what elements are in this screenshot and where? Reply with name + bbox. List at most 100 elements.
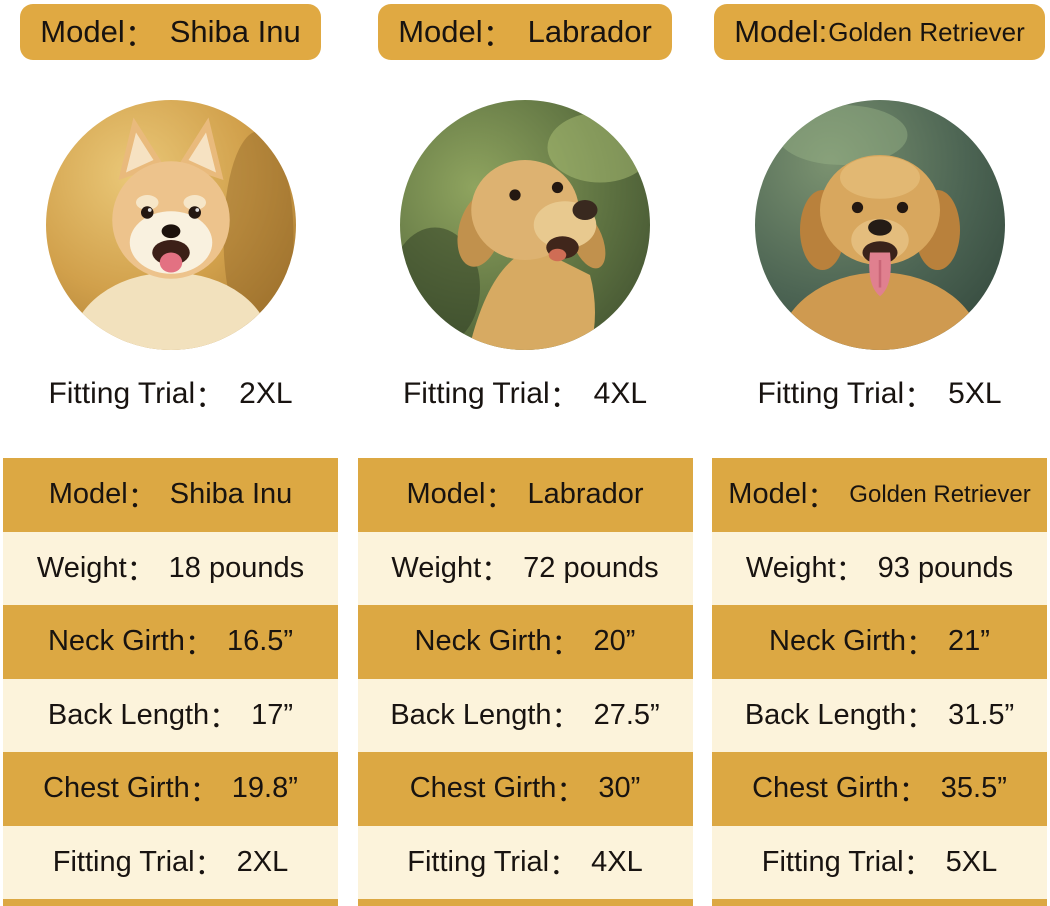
table-row-fitting-trial: Fitting Trial： 2XL [3, 825, 338, 899]
colon-separator: ： [194, 849, 224, 882]
row-value: 72 pounds [523, 551, 659, 584]
colon-separator: ： [184, 628, 214, 661]
row-label: Model [728, 478, 808, 511]
row-value: 30” [598, 772, 641, 805]
fitting-trial-caption: Fitting Trial： 4XL [402, 376, 648, 414]
row-label: Model [48, 478, 128, 511]
table-row-partial [3, 899, 338, 906]
row-label: Model [406, 478, 486, 511]
row-label: Fitting Trial [407, 845, 550, 878]
row-value: Golden Retriever [849, 480, 1031, 508]
row-value: 17” [251, 698, 294, 731]
colon-separator: ： [551, 628, 581, 661]
row-value: Shiba Inu [169, 478, 293, 511]
badge-label: Model [40, 14, 125, 49]
row-value: Labrador [527, 478, 644, 511]
row-label: Chest Girth [43, 772, 190, 805]
table-row-back-length: Back Length： 27.5” [357, 678, 693, 752]
colon-separator: ： [556, 775, 586, 808]
row-value: 27.5” [593, 698, 660, 731]
colon-separator: ： [903, 849, 933, 882]
colon-separator: ： [126, 555, 156, 588]
table-row-model: Model： Labrador [357, 458, 693, 532]
badge-model-name: Shiba Inu [169, 14, 301, 49]
colon-separator: ： [551, 702, 581, 735]
row-value: 2XL [236, 845, 289, 878]
row-label: Weight [745, 551, 836, 584]
fitting-trial-caption: Fitting Trial： 2XL [48, 376, 293, 414]
row-value: 19.8” [231, 772, 298, 805]
badge-label: Model [398, 14, 483, 49]
colon-separator: ： [835, 555, 865, 588]
table-row-chest-girth: Chest Girth： 19.8” [3, 752, 338, 826]
table-row-partial [712, 899, 1047, 906]
model-badge: Model: Golden Retriever [714, 4, 1045, 60]
table-row-neck-girth: Neck Girth： 16.5” [3, 605, 338, 679]
row-label: Neck Girth [769, 625, 907, 658]
row-value: 93 pounds [877, 551, 1014, 584]
table-row-weight: Weight： 18 pounds [3, 531, 338, 605]
model-badge: Model： Shiba Inu [20, 4, 321, 60]
size-table: Model： Shiba Inu Weight： 18 pounds Neck Gi… [3, 458, 338, 899]
badge-model-name: Golden Retriever [828, 16, 1025, 47]
colon-separator: ： [481, 555, 511, 588]
fitting-trial-label: Fitting Trial [48, 377, 196, 410]
labrador-photo [400, 100, 650, 350]
row-label: Neck Girth [414, 625, 552, 658]
colon-separator: ： [807, 481, 837, 514]
row-label: Fitting Trial [52, 845, 195, 878]
column-golden-retriever: Model: Golden Retriever [712, 0, 1047, 906]
row-value: 20” [593, 625, 636, 658]
size-table: Model： Labrador Weight： 72 pounds Neck Gir… [357, 458, 693, 899]
row-value: 4XL [591, 845, 643, 878]
colon-separator: : [818, 14, 828, 49]
colon-separator: ： [124, 17, 156, 53]
model-badge: Model： Labrador [378, 4, 672, 60]
column-shiba-inu: Model： Shiba Inu [3, 0, 338, 906]
row-label: Weight [36, 551, 127, 584]
row-value: 31.5” [948, 698, 1015, 731]
colon-separator: ： [904, 381, 935, 414]
table-row-fitting-trial: Fitting Trial： 5XL [712, 825, 1047, 899]
column-labrador: Model： Labrador [357, 0, 693, 906]
fitting-trial-caption: Fitting Trial： 5XL [757, 376, 1002, 414]
fitting-trial-value: 4XL [593, 377, 648, 410]
fitting-trial-label: Fitting Trial [402, 377, 550, 410]
row-label: Weight [391, 551, 482, 584]
table-row-model: Model： Shiba Inu [3, 458, 338, 532]
row-label: Fitting Trial [761, 845, 904, 878]
fitting-trial-value: 5XL [948, 377, 1002, 410]
row-label: Chest Girth [409, 772, 557, 805]
row-value: 16.5” [226, 625, 294, 658]
row-label: Chest Girth [752, 772, 899, 805]
colon-separator: ： [485, 481, 515, 514]
row-value: 35.5” [940, 772, 1007, 805]
fitting-trial-value: 2XL [239, 377, 293, 410]
table-row-partial [357, 899, 693, 906]
table-row-model: Model： Golden Retriever [712, 458, 1047, 532]
colon-separator: ： [549, 849, 579, 882]
row-value: 5XL [945, 845, 998, 878]
row-label: Back Length [390, 698, 552, 731]
row-label: Back Length [47, 698, 210, 731]
badge-label: Model [734, 14, 819, 49]
fitting-trial-label: Fitting Trial [757, 377, 905, 410]
row-label: Back Length [744, 698, 907, 731]
table-row-neck-girth: Neck Girth： 20” [357, 605, 693, 679]
table-row-chest-girth: Chest Girth： 30” [357, 752, 693, 826]
table-row-weight: Weight： 72 pounds [357, 531, 693, 605]
badge-model-name: Labrador [527, 14, 652, 49]
table-row-weight: Weight： 93 pounds [712, 531, 1047, 605]
row-label: Neck Girth [47, 625, 185, 658]
colon-separator: ： [209, 702, 239, 735]
colon-separator: ： [189, 775, 219, 808]
shiba-inu-photo [45, 100, 296, 350]
table-row-neck-girth: Neck Girth： 21” [712, 605, 1047, 679]
golden-retriever-photo [754, 100, 1005, 350]
row-value: 18 pounds [168, 551, 305, 584]
colon-separator: ： [906, 628, 936, 661]
colon-separator: ： [195, 381, 226, 414]
colon-separator: ： [482, 17, 514, 53]
row-value: 21” [948, 625, 990, 658]
